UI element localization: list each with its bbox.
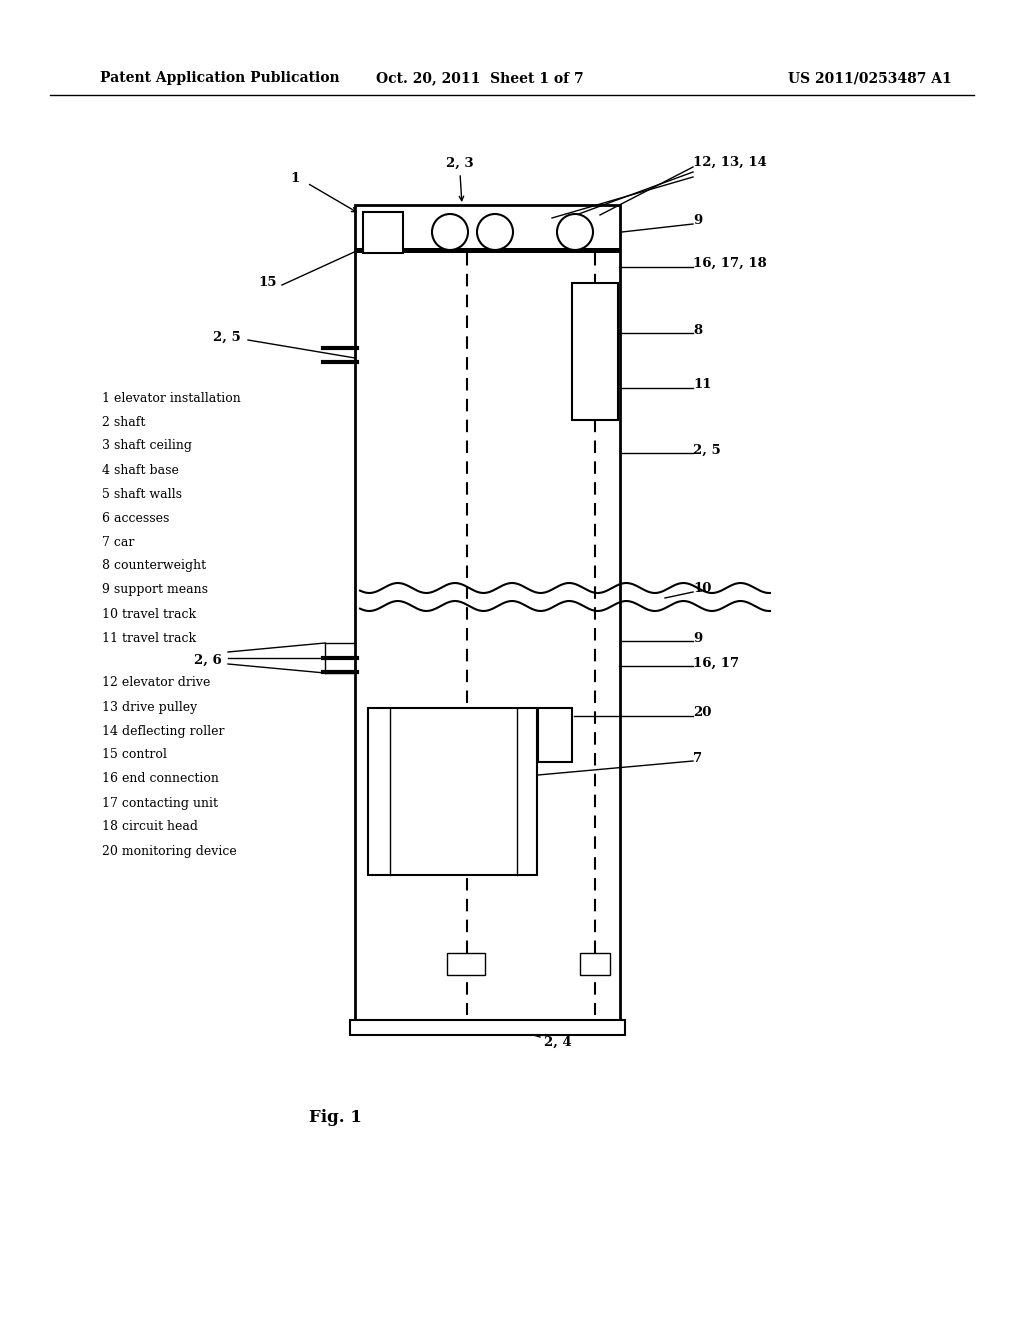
Text: 1 elevator installation: 1 elevator installation bbox=[102, 392, 241, 404]
Text: 9 support means: 9 support means bbox=[102, 583, 208, 597]
Circle shape bbox=[432, 214, 468, 249]
Text: 2, 3: 2, 3 bbox=[446, 157, 474, 169]
Bar bbox=[355, 205, 620, 1020]
Text: 1: 1 bbox=[291, 172, 300, 185]
Text: 2, 6: 2, 6 bbox=[195, 653, 222, 667]
Text: 12 elevator drive: 12 elevator drive bbox=[102, 676, 210, 689]
Text: Patent Application Publication: Patent Application Publication bbox=[100, 71, 340, 84]
Bar bbox=[355, 248, 620, 253]
Text: 7: 7 bbox=[693, 751, 702, 764]
Text: 13 drive pulley: 13 drive pulley bbox=[102, 701, 198, 714]
Bar bbox=[350, 1020, 625, 1035]
Bar bbox=[538, 708, 572, 762]
Text: 20 monitoring device: 20 monitoring device bbox=[102, 845, 237, 858]
Text: 10: 10 bbox=[693, 582, 712, 594]
Text: 8 counterweight: 8 counterweight bbox=[102, 560, 206, 573]
Text: 7 car: 7 car bbox=[102, 536, 134, 549]
Text: 16 end connection: 16 end connection bbox=[102, 772, 219, 785]
Text: 14 deflecting roller: 14 deflecting roller bbox=[102, 725, 224, 738]
Text: 9: 9 bbox=[693, 631, 702, 644]
Text: 12, 13, 14: 12, 13, 14 bbox=[693, 156, 767, 169]
Text: 2, 5: 2, 5 bbox=[693, 444, 721, 457]
Bar bbox=[368, 708, 537, 875]
Bar bbox=[362, 213, 403, 253]
Text: 9: 9 bbox=[693, 214, 702, 227]
Text: 10 travel track: 10 travel track bbox=[102, 607, 197, 620]
Text: 2, 5: 2, 5 bbox=[213, 330, 241, 343]
Circle shape bbox=[477, 214, 513, 249]
Text: 2, 4: 2, 4 bbox=[544, 1035, 571, 1048]
Text: 17 contacting unit: 17 contacting unit bbox=[102, 796, 218, 809]
Circle shape bbox=[557, 214, 593, 249]
Text: 18 circuit head: 18 circuit head bbox=[102, 821, 198, 833]
Text: 11 travel track: 11 travel track bbox=[102, 631, 197, 644]
Text: 15: 15 bbox=[259, 276, 278, 289]
Text: Oct. 20, 2011  Sheet 1 of 7: Oct. 20, 2011 Sheet 1 of 7 bbox=[376, 71, 584, 84]
Text: 4 shaft base: 4 shaft base bbox=[102, 463, 179, 477]
Text: 8: 8 bbox=[693, 323, 702, 337]
Text: 3 shaft ceiling: 3 shaft ceiling bbox=[102, 440, 193, 453]
Text: 16, 17: 16, 17 bbox=[693, 656, 739, 669]
Text: 11: 11 bbox=[693, 379, 712, 392]
Text: 6 accesses: 6 accesses bbox=[102, 511, 169, 524]
Text: Fig. 1: Fig. 1 bbox=[308, 1110, 361, 1126]
Text: US 2011/0253487 A1: US 2011/0253487 A1 bbox=[788, 71, 952, 84]
Bar bbox=[572, 282, 618, 420]
Text: 5 shaft walls: 5 shaft walls bbox=[102, 487, 182, 500]
Text: 16, 17, 18: 16, 17, 18 bbox=[693, 256, 767, 269]
Bar bbox=[580, 953, 610, 975]
Text: 20: 20 bbox=[693, 706, 712, 719]
Bar bbox=[447, 953, 485, 975]
Text: 15 control: 15 control bbox=[102, 748, 167, 762]
Text: 2 shaft: 2 shaft bbox=[102, 416, 145, 429]
